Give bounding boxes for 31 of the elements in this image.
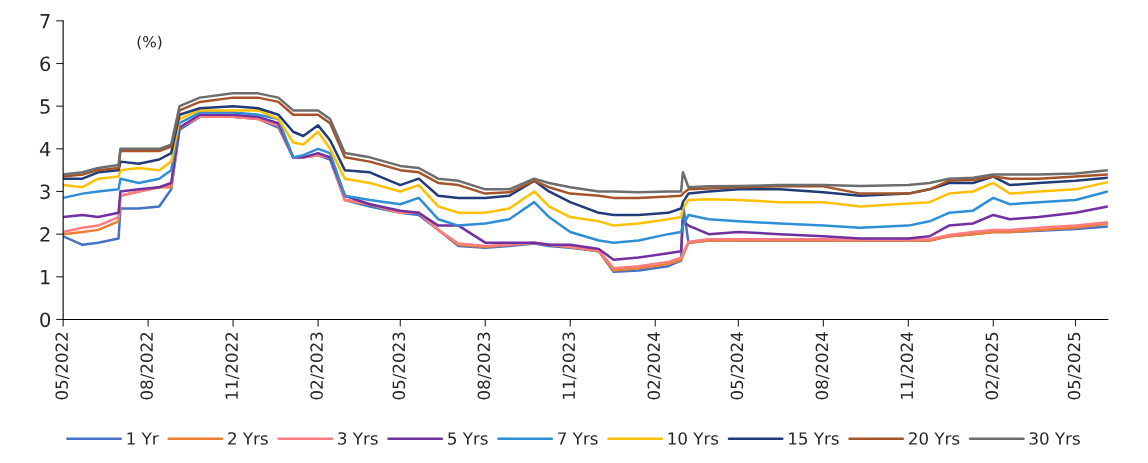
x-tick-label: 05/2022 <box>55 332 70 400</box>
legend-label: 2 Yrs <box>228 432 268 445</box>
x-tick-label: 02/2025 <box>985 332 1000 400</box>
legend-label: 3 Yrs <box>338 432 378 445</box>
y-tick-label: 6 <box>40 56 51 72</box>
x-tick-label: 05/2025 <box>1067 332 1082 400</box>
x-tick-label: 08/2022 <box>140 332 155 400</box>
legend-label: 30 Yrs <box>1029 432 1080 445</box>
y-tick-label: 7 <box>40 14 50 29</box>
y-tick-label: 3 <box>40 184 50 200</box>
y-tick-label: 0 <box>40 312 51 328</box>
legend-label: 1 Yr <box>127 432 159 445</box>
y-tick-label: 5 <box>40 99 50 114</box>
x-tick-label: 02/2024 <box>647 332 662 400</box>
x-tick-label: 11/2024 <box>900 332 915 399</box>
x-tick-label: 08/2023 <box>477 332 492 400</box>
x-tick-label: 11/2023 <box>562 332 577 399</box>
y-tick-label: 1 <box>41 270 50 285</box>
y-tick-label: 4 <box>39 142 51 157</box>
legend-label: 5 Yrs <box>448 432 488 445</box>
x-tick-label: 11/2022 <box>225 332 240 399</box>
x-tick-label: 05/2024 <box>730 332 745 400</box>
legend-label: 15 Yrs <box>789 432 839 445</box>
y-tick-label: 2 <box>40 227 50 242</box>
y-axis-title: (%) <box>137 35 162 50</box>
x-tick-label: 08/2024 <box>815 332 830 400</box>
legend-label: 10 Yrs <box>668 432 719 445</box>
legend-label: 20 Yrs <box>909 432 960 445</box>
legend-label: 7 Yrs <box>558 432 598 445</box>
x-tick-label: 05/2023 <box>392 332 407 400</box>
x-tick-label: 02/2023 <box>310 332 325 400</box>
